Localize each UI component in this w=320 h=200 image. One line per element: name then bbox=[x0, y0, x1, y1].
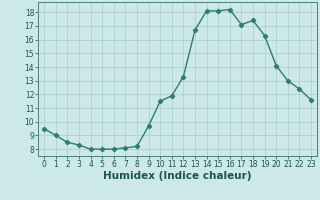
X-axis label: Humidex (Indice chaleur): Humidex (Indice chaleur) bbox=[103, 171, 252, 181]
